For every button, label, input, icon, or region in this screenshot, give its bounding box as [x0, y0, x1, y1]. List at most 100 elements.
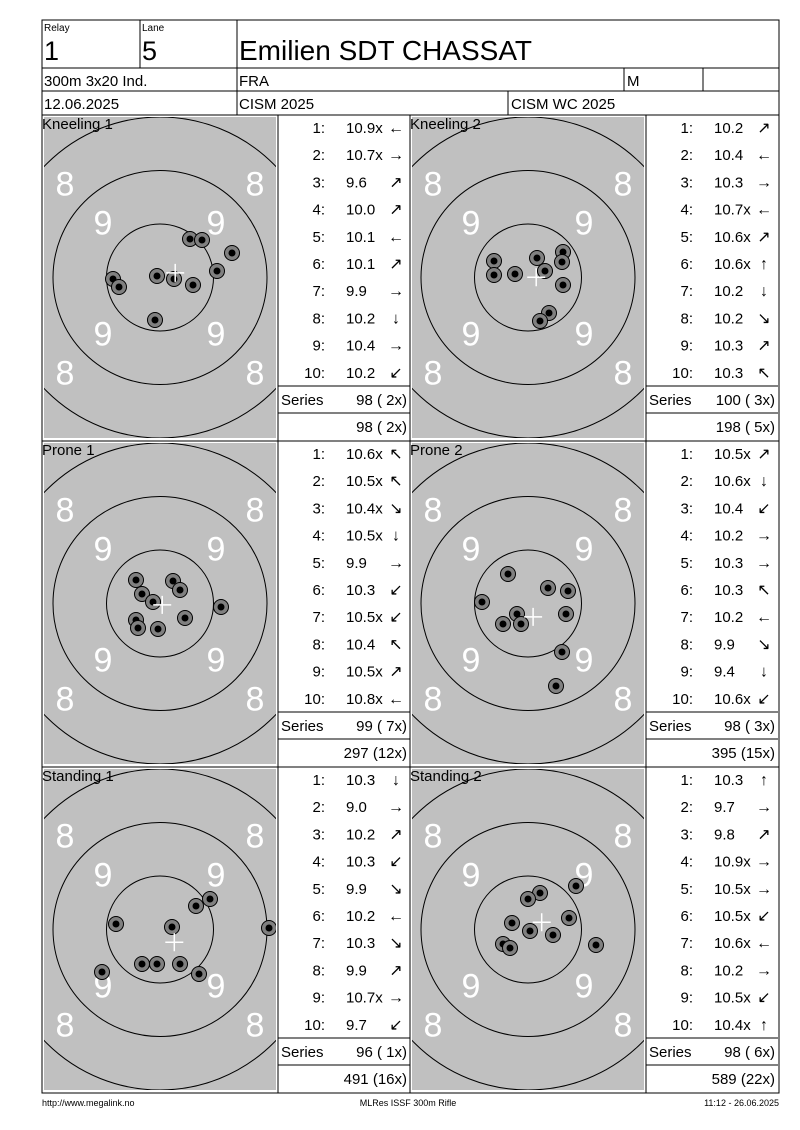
shot-number: 6: [680, 908, 693, 925]
shot-score: 10.2 [346, 826, 375, 843]
ring-number: 8 [56, 681, 75, 719]
ring-number: 9 [575, 642, 594, 680]
shot-direction: ↙ [757, 691, 770, 708]
shot-number: 10: [672, 691, 693, 708]
shot-number: 2: [312, 147, 325, 164]
shot-score: 10.2 [714, 283, 743, 300]
shot-center [134, 624, 142, 632]
shot-center [154, 625, 162, 633]
shot-number: 10: [672, 365, 693, 382]
ring-number: 8 [56, 492, 75, 530]
shot-center [189, 281, 197, 289]
shot-number: 9: [680, 664, 693, 681]
shot-number: 2: [312, 799, 325, 816]
ring-number: 9 [207, 642, 226, 680]
ring-number: 8 [424, 818, 443, 856]
series-label: Series [649, 718, 692, 735]
shot-score: 10.6x [714, 935, 751, 952]
target: 8 88 89 99 9 [44, 117, 276, 438]
shot-number: 8: [680, 636, 693, 653]
total-score: 98 ( 2x) [356, 419, 407, 436]
shot-score: 10.4 [346, 338, 375, 355]
shot-score: 10.3 [714, 582, 743, 599]
shot-direction: ↗ [757, 338, 770, 355]
shot-direction: ← [756, 935, 772, 952]
ring-number: 9 [462, 857, 481, 895]
shot-score: 10.1 [346, 229, 375, 246]
ring-number: 8 [614, 355, 633, 393]
shot-direction: → [756, 555, 772, 572]
shot-direction: ↗ [389, 256, 402, 273]
shot-center [138, 590, 146, 598]
series-label: Series [649, 392, 692, 409]
shot-center [206, 895, 214, 903]
ring-number: 9 [575, 968, 594, 1006]
shot-direction: ↙ [389, 609, 402, 626]
event: 300m 3x20 Ind. [44, 73, 147, 90]
series-score: 98 ( 3x) [724, 718, 775, 735]
shot-number: 4: [680, 528, 693, 545]
mean-point [153, 595, 172, 614]
shot-number: 4: [680, 202, 693, 219]
shot-direction: → [756, 962, 772, 979]
shot-center [536, 889, 544, 897]
shot-center [544, 584, 552, 592]
ring-number: 8 [614, 681, 633, 719]
shot-direction: ↗ [389, 174, 402, 191]
shot-direction: → [756, 174, 772, 191]
series-title: Kneeling 2 [410, 116, 481, 133]
shot-score: 10.0 [346, 202, 375, 219]
shot-center [552, 682, 560, 690]
shot-center [115, 283, 123, 291]
shot-number: 3: [312, 174, 325, 191]
match: CISM WC 2025 [511, 96, 615, 113]
shot-number: 9: [680, 338, 693, 355]
shot-center [112, 920, 120, 928]
ring [474, 875, 582, 984]
total-score: 297 (12x) [344, 745, 407, 762]
ring-number: 8 [56, 355, 75, 393]
shot-number: 5: [680, 555, 693, 572]
ring [420, 170, 636, 385]
shot-center [153, 960, 161, 968]
ring-number: 8 [614, 166, 633, 204]
shot-number: 1: [312, 772, 325, 789]
shot-center [170, 275, 178, 283]
shot-number: 2: [680, 473, 693, 490]
shot-center [228, 249, 236, 257]
shot-number: 9: [312, 664, 325, 681]
target-face [44, 769, 276, 1090]
shot-direction: ↓ [392, 772, 400, 789]
shot-direction: ↘ [389, 935, 402, 952]
footer-right: 11:12 - 26.06.2025 [704, 1098, 779, 1108]
shot-center [490, 257, 498, 265]
shot-direction: ↘ [389, 881, 402, 898]
shot-direction: ← [388, 908, 404, 925]
shot-center [213, 267, 221, 275]
shot-number: 3: [312, 826, 325, 843]
shot-direction: ↗ [757, 120, 770, 137]
shot-direction: → [756, 528, 772, 545]
ring-number: 8 [246, 492, 265, 530]
shot-center [524, 895, 532, 903]
competition: CISM 2025 [239, 96, 314, 113]
shot-direction: ↓ [760, 473, 768, 490]
shot-number: 5: [312, 881, 325, 898]
ring-number: 8 [246, 818, 265, 856]
ring-number: 9 [207, 316, 226, 354]
target: 8 88 89 99 9 [412, 769, 644, 1090]
shot-number: 4: [312, 854, 325, 871]
shot-score: 10.2 [346, 908, 375, 925]
shot-direction: ← [756, 609, 772, 626]
shot-center [565, 914, 573, 922]
shot-center [499, 620, 507, 628]
ring-number: 8 [614, 1007, 633, 1045]
shot-center [572, 882, 580, 890]
shot-direction: ↑ [760, 772, 768, 789]
ring-number: 8 [424, 1007, 443, 1045]
ring-number: 9 [462, 205, 481, 243]
shot-direction: → [388, 147, 404, 164]
series-title: Prone 1 [42, 442, 95, 459]
shot-number: 6: [680, 256, 693, 273]
ring-number: 9 [207, 968, 226, 1006]
